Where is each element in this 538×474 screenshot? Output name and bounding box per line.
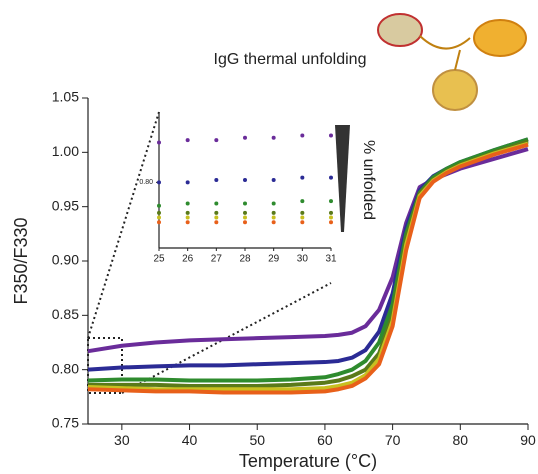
point (185, 210, 190, 215)
point (329, 175, 333, 180)
point (157, 180, 161, 185)
point (185, 180, 190, 185)
point (329, 133, 333, 138)
x-tick-label: 29 (268, 254, 280, 265)
series-line (87, 141, 529, 392)
series-line (87, 142, 529, 395)
point (271, 201, 276, 206)
chart-title: IgG thermal unfolding (214, 51, 367, 68)
x-tick-label: 31 (325, 254, 337, 265)
point (329, 220, 333, 225)
point (271, 210, 276, 215)
x-tick-label: 26 (182, 254, 194, 265)
x-axis-label: Temperature (°C) (239, 451, 377, 471)
point (300, 210, 305, 215)
y-tick-label: 0.75 (52, 415, 79, 431)
y-tick-label: 0.80 (139, 179, 153, 186)
point (214, 138, 219, 143)
point (243, 210, 247, 215)
point (185, 138, 190, 143)
point (157, 210, 161, 215)
point (243, 215, 247, 220)
series-line (87, 147, 529, 354)
point (157, 220, 161, 225)
x-tick-label: 25 (153, 254, 165, 265)
x-tick-label: 40 (182, 432, 198, 448)
y-tick-label: 1.00 (52, 143, 79, 159)
point (157, 203, 161, 208)
x-tick-label: 30 (297, 254, 309, 265)
point (271, 220, 276, 225)
point (300, 133, 305, 138)
point (214, 210, 219, 215)
y-tick-label: 0.80 (52, 360, 79, 376)
x-tick-label: 50 (249, 432, 265, 448)
point (157, 215, 161, 220)
unfolded-wedge (335, 125, 350, 232)
point (214, 178, 219, 182)
point (271, 215, 276, 220)
x-tick-label: 70 (385, 432, 401, 448)
annotation: % unfolded (360, 140, 377, 220)
x-tick-label: 90 (520, 432, 536, 448)
x-tick-label: 80 (453, 432, 469, 448)
y-tick-label: 0.85 (52, 306, 79, 322)
point (243, 135, 247, 140)
point (243, 178, 247, 182)
point (271, 178, 276, 182)
point (300, 175, 305, 180)
point (271, 135, 276, 140)
point (214, 220, 219, 225)
y-tick-label: 0.95 (52, 197, 79, 213)
point (300, 220, 305, 225)
x-tick-label: 30 (114, 432, 130, 448)
x-tick-label: 60 (317, 432, 333, 448)
zoom-indicator (87, 111, 332, 394)
protein-structures (377, 13, 527, 111)
y-tick-label: 1.05 (52, 89, 79, 105)
x-tick-label: 28 (239, 254, 251, 265)
point (214, 215, 219, 220)
point (329, 210, 333, 215)
y-tick-label: 0.90 (52, 252, 79, 268)
point (329, 215, 333, 220)
point (300, 215, 305, 220)
point (243, 201, 247, 206)
point (185, 201, 190, 206)
point (185, 220, 190, 225)
x-tick-label: 27 (211, 254, 223, 265)
point (185, 215, 190, 220)
point (214, 201, 219, 206)
point (243, 220, 247, 225)
point (157, 140, 161, 145)
point (329, 199, 333, 204)
y-axis-label: F350/F330 (11, 217, 31, 304)
point (300, 199, 305, 204)
